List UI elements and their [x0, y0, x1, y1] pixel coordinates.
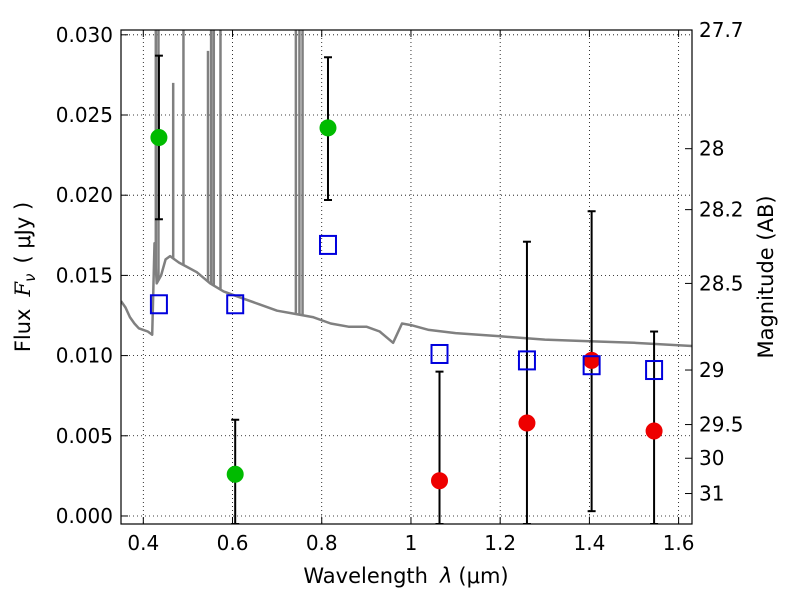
x-tick-label: 0.4	[127, 531, 159, 555]
axis-ticks: 0.4 0.6 0.8 1 1.2 1.4 1.6 0.000 0.005 0.010 0.015 0…	[56, 18, 744, 555]
x-tick-label: 1.4	[573, 531, 605, 555]
data-point-circle	[226, 465, 244, 483]
y2-tick-label: 29	[699, 358, 724, 382]
y-axis-label: Flux Fν ( μJy )	[11, 202, 39, 352]
model-point-square	[226, 294, 245, 315]
plot-area-background	[121, 30, 692, 524]
data-point-circle	[645, 422, 663, 440]
x-axis-label-unit: (μm)	[458, 564, 508, 588]
data-point-circle	[319, 119, 337, 137]
y2-tick-label: 27.7	[699, 18, 744, 42]
data-point-circle	[518, 414, 536, 432]
y-tick-label: 0.030	[56, 23, 113, 47]
y-tick-label: 0.000	[56, 504, 113, 528]
y2-tick-label: 30	[699, 446, 724, 470]
model-spectrum	[121, 30, 692, 348]
y-axis-label-unit: ( μJy )	[11, 202, 35, 264]
x-axis-label: Wavelength λ (μm)	[303, 564, 508, 588]
data-point-circle	[583, 351, 601, 369]
data-markers	[149, 119, 664, 490]
y2-tick-label: 29.5	[699, 413, 744, 437]
y-tick-label: 0.015	[56, 263, 113, 287]
y-tick-label: 0.010	[56, 344, 113, 368]
y-axis-label-text: Flux	[11, 309, 35, 353]
x-tick-label: 0.8	[306, 531, 338, 555]
y-tick-label: 0.020	[56, 183, 113, 207]
y-tick-label: 0.025	[56, 103, 113, 127]
plot-frame	[120, 29, 693, 525]
model-point-square	[149, 294, 168, 315]
y2-tick-label: 28	[699, 137, 724, 161]
x-axis-label-text: Wavelength	[303, 564, 428, 588]
y2-tick-label: 28.5	[699, 271, 744, 295]
data-point-circle	[150, 128, 168, 146]
model-point-square	[645, 360, 664, 381]
x-tick-label: 1.6	[663, 531, 695, 555]
model-point-square	[517, 350, 536, 371]
model-point-square	[430, 343, 449, 364]
y2-tick-label: 28.2	[699, 198, 744, 222]
x-tick-label: 1.2	[484, 531, 516, 555]
y2-tick-label: 31	[699, 482, 724, 506]
x-tick-label: 0.6	[217, 531, 249, 555]
x-axis-label-symbol: λ	[439, 564, 452, 588]
y-axis-label-symbol: F	[11, 281, 35, 298]
y-tick-label: 0.005	[56, 424, 113, 448]
x-tick-label: 1	[405, 531, 418, 555]
model-point-square	[582, 355, 601, 376]
data-point-circle	[431, 472, 449, 490]
model-point-square	[318, 234, 337, 255]
y2-axis-label: Magnitude (AB)	[754, 195, 778, 358]
y-axis-label-subscript: ν	[21, 274, 39, 282]
